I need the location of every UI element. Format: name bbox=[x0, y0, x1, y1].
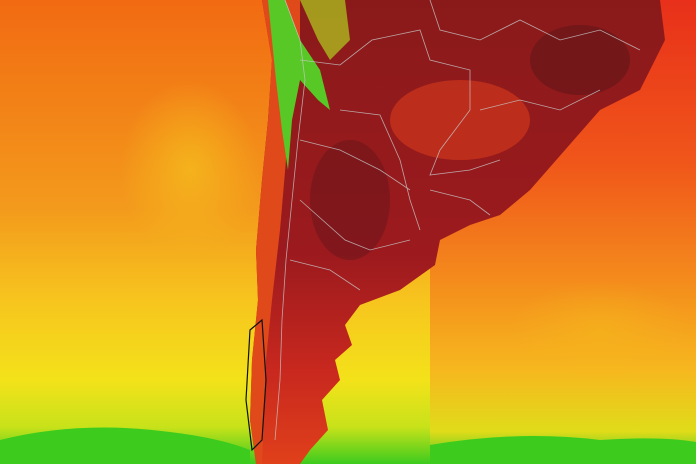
ocean-warm-area bbox=[510, 280, 690, 380]
cold-area bbox=[0, 427, 250, 464]
andes-highlands bbox=[300, 0, 350, 60]
borders bbox=[274, 0, 641, 441]
ocean-warm-area bbox=[120, 80, 260, 260]
andes-highlands bbox=[268, 0, 330, 170]
warm-area bbox=[390, 80, 530, 160]
chile-islands bbox=[245, 318, 267, 452]
hot-area bbox=[310, 140, 390, 260]
cold-area bbox=[430, 436, 696, 464]
south-america bbox=[250, 0, 665, 464]
hot-area bbox=[530, 25, 630, 95]
